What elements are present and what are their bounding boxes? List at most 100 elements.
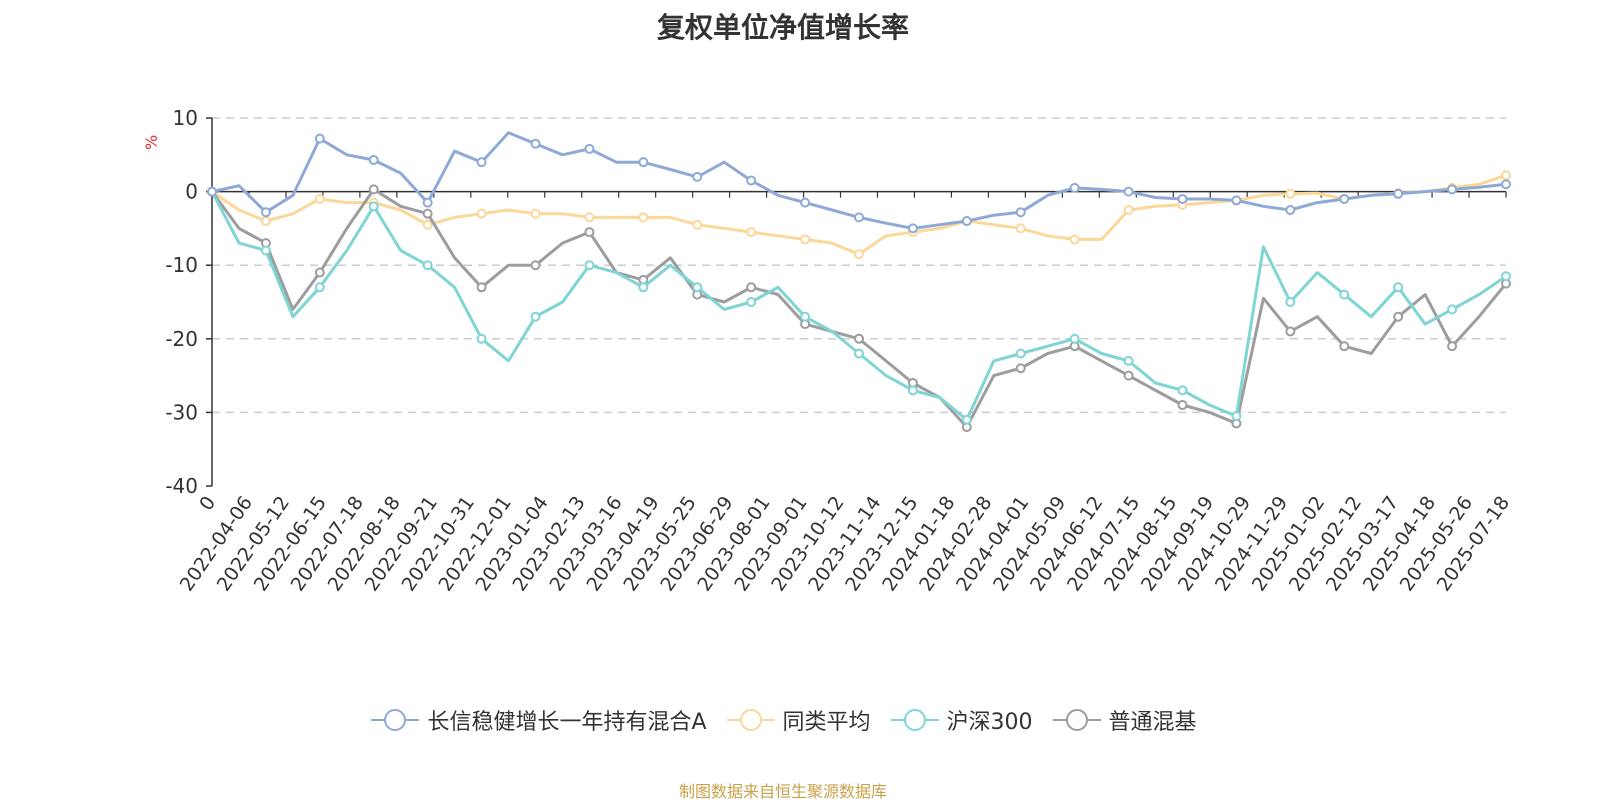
y-tick-label-2: -10 [165,253,198,277]
series-0-point-16 [638,157,649,168]
x-tick-label-0: 0 [195,492,220,515]
series-3-point-42 [1339,341,1350,352]
legend-item-series-3[interactable]: 普通混基 [1051,704,1197,736]
y-tick-label-5: -40 [165,474,198,498]
series-0-point-20 [746,175,757,186]
series-1-point-16 [638,212,649,223]
series-0-point-22 [800,197,811,208]
series-3-point-8 [422,208,433,219]
series-0-point-48 [1501,179,1511,190]
series-2-point-14 [584,260,595,271]
series-0-point-44 [1393,188,1404,199]
series-2-point-24 [854,348,864,359]
series-0-point-40 [1285,205,1296,215]
series-1-point-24 [854,249,864,260]
series-line-3 [210,187,1508,429]
series-3-point-44 [1393,311,1404,322]
series-1-point-10 [476,208,487,219]
y-tick-label-3: -20 [165,327,198,351]
series-1-point-34 [1123,205,1134,215]
series-3-point-6 [368,184,379,195]
series-0-point-6 [368,154,379,165]
legend-label-series-0: 长信稳健增长一年持有混合A [427,710,707,735]
series-0-point-2 [260,207,271,218]
series-2-point-38 [1231,411,1242,422]
series-0-point-42 [1339,193,1350,204]
chart-title: 复权单位净值增长率 [656,11,909,44]
series-2-point-2 [260,245,271,256]
legend-label-series-2: 沪深300 [946,710,1033,735]
series-0-point-14 [584,143,595,154]
legend-swatch-marker-0 [384,709,407,731]
series-2-point-40 [1285,297,1296,307]
legend-item-series-0[interactable]: 长信稳健增长一年持有混合A [369,704,707,736]
series-2-point-26 [907,385,918,396]
series-2-point-28 [961,414,972,425]
legend-item-series-2[interactable]: 沪深300 [889,704,1033,736]
series-2-point-8 [422,260,433,271]
series-2-point-46 [1447,304,1458,315]
series-0-point-30 [1015,207,1026,218]
series-1-point-8 [422,219,433,230]
y-tick-label-4: -30 [165,400,198,424]
data-source-note: 制图数据来自恒生聚源数据库 [678,782,887,801]
series-2-point-22 [800,311,811,322]
series-1-point-12 [530,208,541,219]
series-3-point-4 [314,267,325,278]
series-1-point-2 [260,216,271,227]
y-tick-label-0: 10 [173,106,198,130]
y-tick-label-1: 0 [185,180,198,204]
series-0-point-12 [530,138,541,149]
legend-swatch-series-1 [726,709,775,731]
series-3-point-10 [476,282,487,293]
series-1-point-14 [584,212,595,223]
series-0-point-34 [1123,186,1134,197]
legend-swatch-series-2 [890,709,939,731]
series-0-point-28 [961,216,972,227]
series-2-point-16 [638,282,649,293]
series-0-point-36 [1177,193,1188,204]
series-1-point-48 [1501,170,1511,181]
series-0-point-4 [314,133,325,144]
series-3-point-30 [1015,363,1026,374]
series-2-point-10 [476,333,487,344]
series-1-point-20 [746,227,757,238]
series-3-point-36 [1177,400,1188,411]
series-3-point-40 [1285,326,1296,337]
series-2-point-48 [1501,271,1511,282]
series-2-point-32 [1069,333,1080,344]
legend: 长信稳健增长一年持有混合A 同类平均 沪深300 普通混基 [0,704,1566,736]
series-3-point-34 [1123,370,1134,381]
series-1-point-4 [314,193,325,204]
series-0-point-46 [1447,184,1458,195]
series-0-point-10 [476,157,487,168]
series-1-point-18 [692,219,703,230]
series-2-point-18 [692,282,703,293]
series-3-point-12 [530,260,541,271]
series-2-point-4 [314,282,325,293]
legend-label-series-3: 普通混基 [1108,710,1197,735]
legend-item-series-1[interactable]: 同类平均 [725,704,871,736]
series-2-point-34 [1123,355,1134,366]
series-2-point-20 [746,297,757,307]
series-1-point-32 [1069,234,1080,245]
series-2-point-44 [1393,282,1404,293]
series-3-point-24 [854,333,864,344]
series-0-point-32 [1069,182,1080,193]
legend-label-series-1: 同类平均 [782,710,871,735]
series-3-point-20 [746,282,757,293]
series-2-point-6 [368,201,379,212]
series-1-point-30 [1015,223,1026,234]
legend-swatch-marker-3 [1065,709,1088,731]
series-3-point-14 [584,227,595,238]
series-0-point-38 [1231,195,1242,206]
legend-swatch-series-3 [1052,709,1101,731]
series-line-2 [210,190,1507,422]
series-0-point-24 [854,212,864,223]
series-2-point-36 [1177,385,1188,396]
series-0-point-26 [907,223,918,234]
legend-swatch-series-0 [371,709,420,731]
legend-swatch-marker-2 [903,709,926,731]
series-1-point-40 [1285,188,1296,199]
